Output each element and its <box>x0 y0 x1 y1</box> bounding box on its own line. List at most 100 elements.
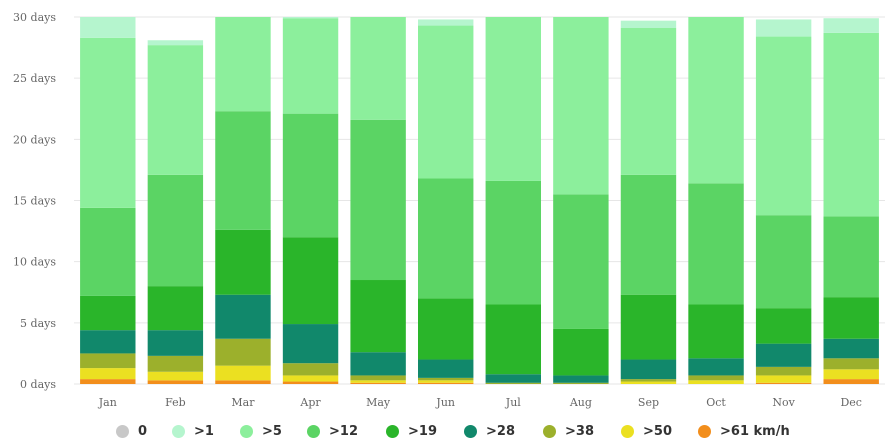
legend-item-1[interactable]: >1 <box>172 422 214 440</box>
bar-segment <box>282 324 339 364</box>
bar-segment <box>553 17 609 195</box>
bar-segment <box>823 18 879 33</box>
bar-segment <box>620 174 677 295</box>
bar-segment <box>417 377 474 381</box>
legend-swatch <box>464 424 477 438</box>
legend-swatch <box>307 424 320 438</box>
bar-segment <box>823 379 879 384</box>
legend-item-8[interactable]: >61 km/h <box>698 422 790 440</box>
bar-segment <box>147 45 204 175</box>
bar-segment <box>215 365 271 381</box>
bar-segment <box>80 37 136 208</box>
bar-segment <box>282 381 339 384</box>
legend-item-4[interactable]: >19 <box>386 422 437 440</box>
legend-label: >38 <box>565 423 594 439</box>
legend-swatch <box>240 424 253 438</box>
bar-segment <box>147 40 204 46</box>
y-axis-ticks: 0 days 5 days 10 days 15 days 20 days 25 days… <box>13 11 56 391</box>
bar-segment <box>485 304 542 375</box>
bar-segment <box>80 353 136 369</box>
bar-segment <box>147 286 204 331</box>
x-tick-label: Aug <box>569 396 592 409</box>
bar-segment <box>282 17 339 19</box>
bar-segment <box>350 352 406 376</box>
legend-item-3[interactable]: >12 <box>307 422 358 440</box>
bar-segment <box>80 207 136 296</box>
bar-segment <box>688 375 744 381</box>
legend-item-6[interactable]: >38 <box>543 422 594 440</box>
x-tick-label: Jan <box>98 396 117 409</box>
bar-segment <box>417 298 474 360</box>
x-tick-label: Jun <box>435 396 455 409</box>
bar-segment <box>553 375 609 383</box>
bar-segment <box>282 113 339 238</box>
legend-swatch <box>543 424 556 438</box>
x-tick-label: Feb <box>165 396 186 409</box>
bar-segment <box>215 294 271 339</box>
bar-segment <box>282 18 339 114</box>
legend-swatch <box>172 424 185 438</box>
bar-segment <box>147 355 204 372</box>
bar-segment <box>620 379 677 382</box>
bar-segment <box>215 111 271 230</box>
bar-segment <box>553 194 609 329</box>
bar-segment <box>147 330 204 356</box>
bar-segment <box>485 180 542 305</box>
bar-segment <box>823 369 879 380</box>
bar-segment <box>147 371 204 381</box>
bar-segment <box>485 382 542 384</box>
legend-label: >19 <box>408 423 437 439</box>
legend-item-0[interactable]: 0 <box>116 422 147 440</box>
bar-segment <box>147 380 204 384</box>
bar-segment <box>350 382 406 384</box>
bar-segment <box>755 382 812 384</box>
bar-segment <box>823 358 879 370</box>
y-tick-label: 15 days <box>13 195 56 208</box>
legend-swatch <box>698 424 711 438</box>
bar-segment <box>755 366 812 376</box>
bar-segment <box>215 338 271 366</box>
bar-segment <box>485 374 542 383</box>
bar-segment <box>620 381 677 384</box>
bar-segment <box>755 36 812 216</box>
bar-segment <box>350 280 406 353</box>
bars <box>80 17 879 384</box>
y-tick-label: 5 days <box>20 317 56 330</box>
bar-segment <box>350 380 406 383</box>
bar-segment <box>620 359 677 380</box>
bar-segment <box>755 215 812 309</box>
bar-segment <box>485 17 542 181</box>
bar-segment <box>823 338 879 359</box>
x-tick-label: Dec <box>840 396 862 409</box>
legend-item-5[interactable]: >28 <box>464 422 515 440</box>
x-tick-label: Sep <box>638 396 659 409</box>
legend-label: >12 <box>329 423 358 439</box>
bar-segment <box>282 375 339 382</box>
bar-segment <box>823 32 879 217</box>
bar-segment <box>147 174 204 287</box>
y-tick-label: 10 days <box>13 256 56 269</box>
y-tick-label: 0 days <box>20 378 56 391</box>
legend-label: >28 <box>486 423 515 439</box>
stacked-bar-chart: 0 days 5 days 10 days 15 days 20 days 25 days… <box>13 11 885 409</box>
bar-segment <box>417 382 474 384</box>
legend-item-7[interactable]: >50 <box>621 422 672 440</box>
bar-segment <box>620 294 677 360</box>
x-tick-label: Mar <box>231 396 255 409</box>
bar-segment <box>553 382 609 384</box>
legend-label: >1 <box>194 423 214 439</box>
bar-segment <box>417 359 474 378</box>
legend-label: >50 <box>643 423 672 439</box>
bar-segment <box>553 328 609 376</box>
bar-segment <box>620 20 677 29</box>
y-tick-label: 25 days <box>13 72 56 85</box>
bar-segment <box>417 25 474 179</box>
bar-segment <box>688 358 744 376</box>
bar-segment <box>417 178 474 299</box>
bar-segment <box>215 17 271 112</box>
bar-segment <box>80 368 136 380</box>
legend-swatch <box>386 424 399 438</box>
gridlines <box>74 16 885 385</box>
legend-item-2[interactable]: >5 <box>240 422 282 440</box>
x-tick-label: Oct <box>706 396 726 409</box>
